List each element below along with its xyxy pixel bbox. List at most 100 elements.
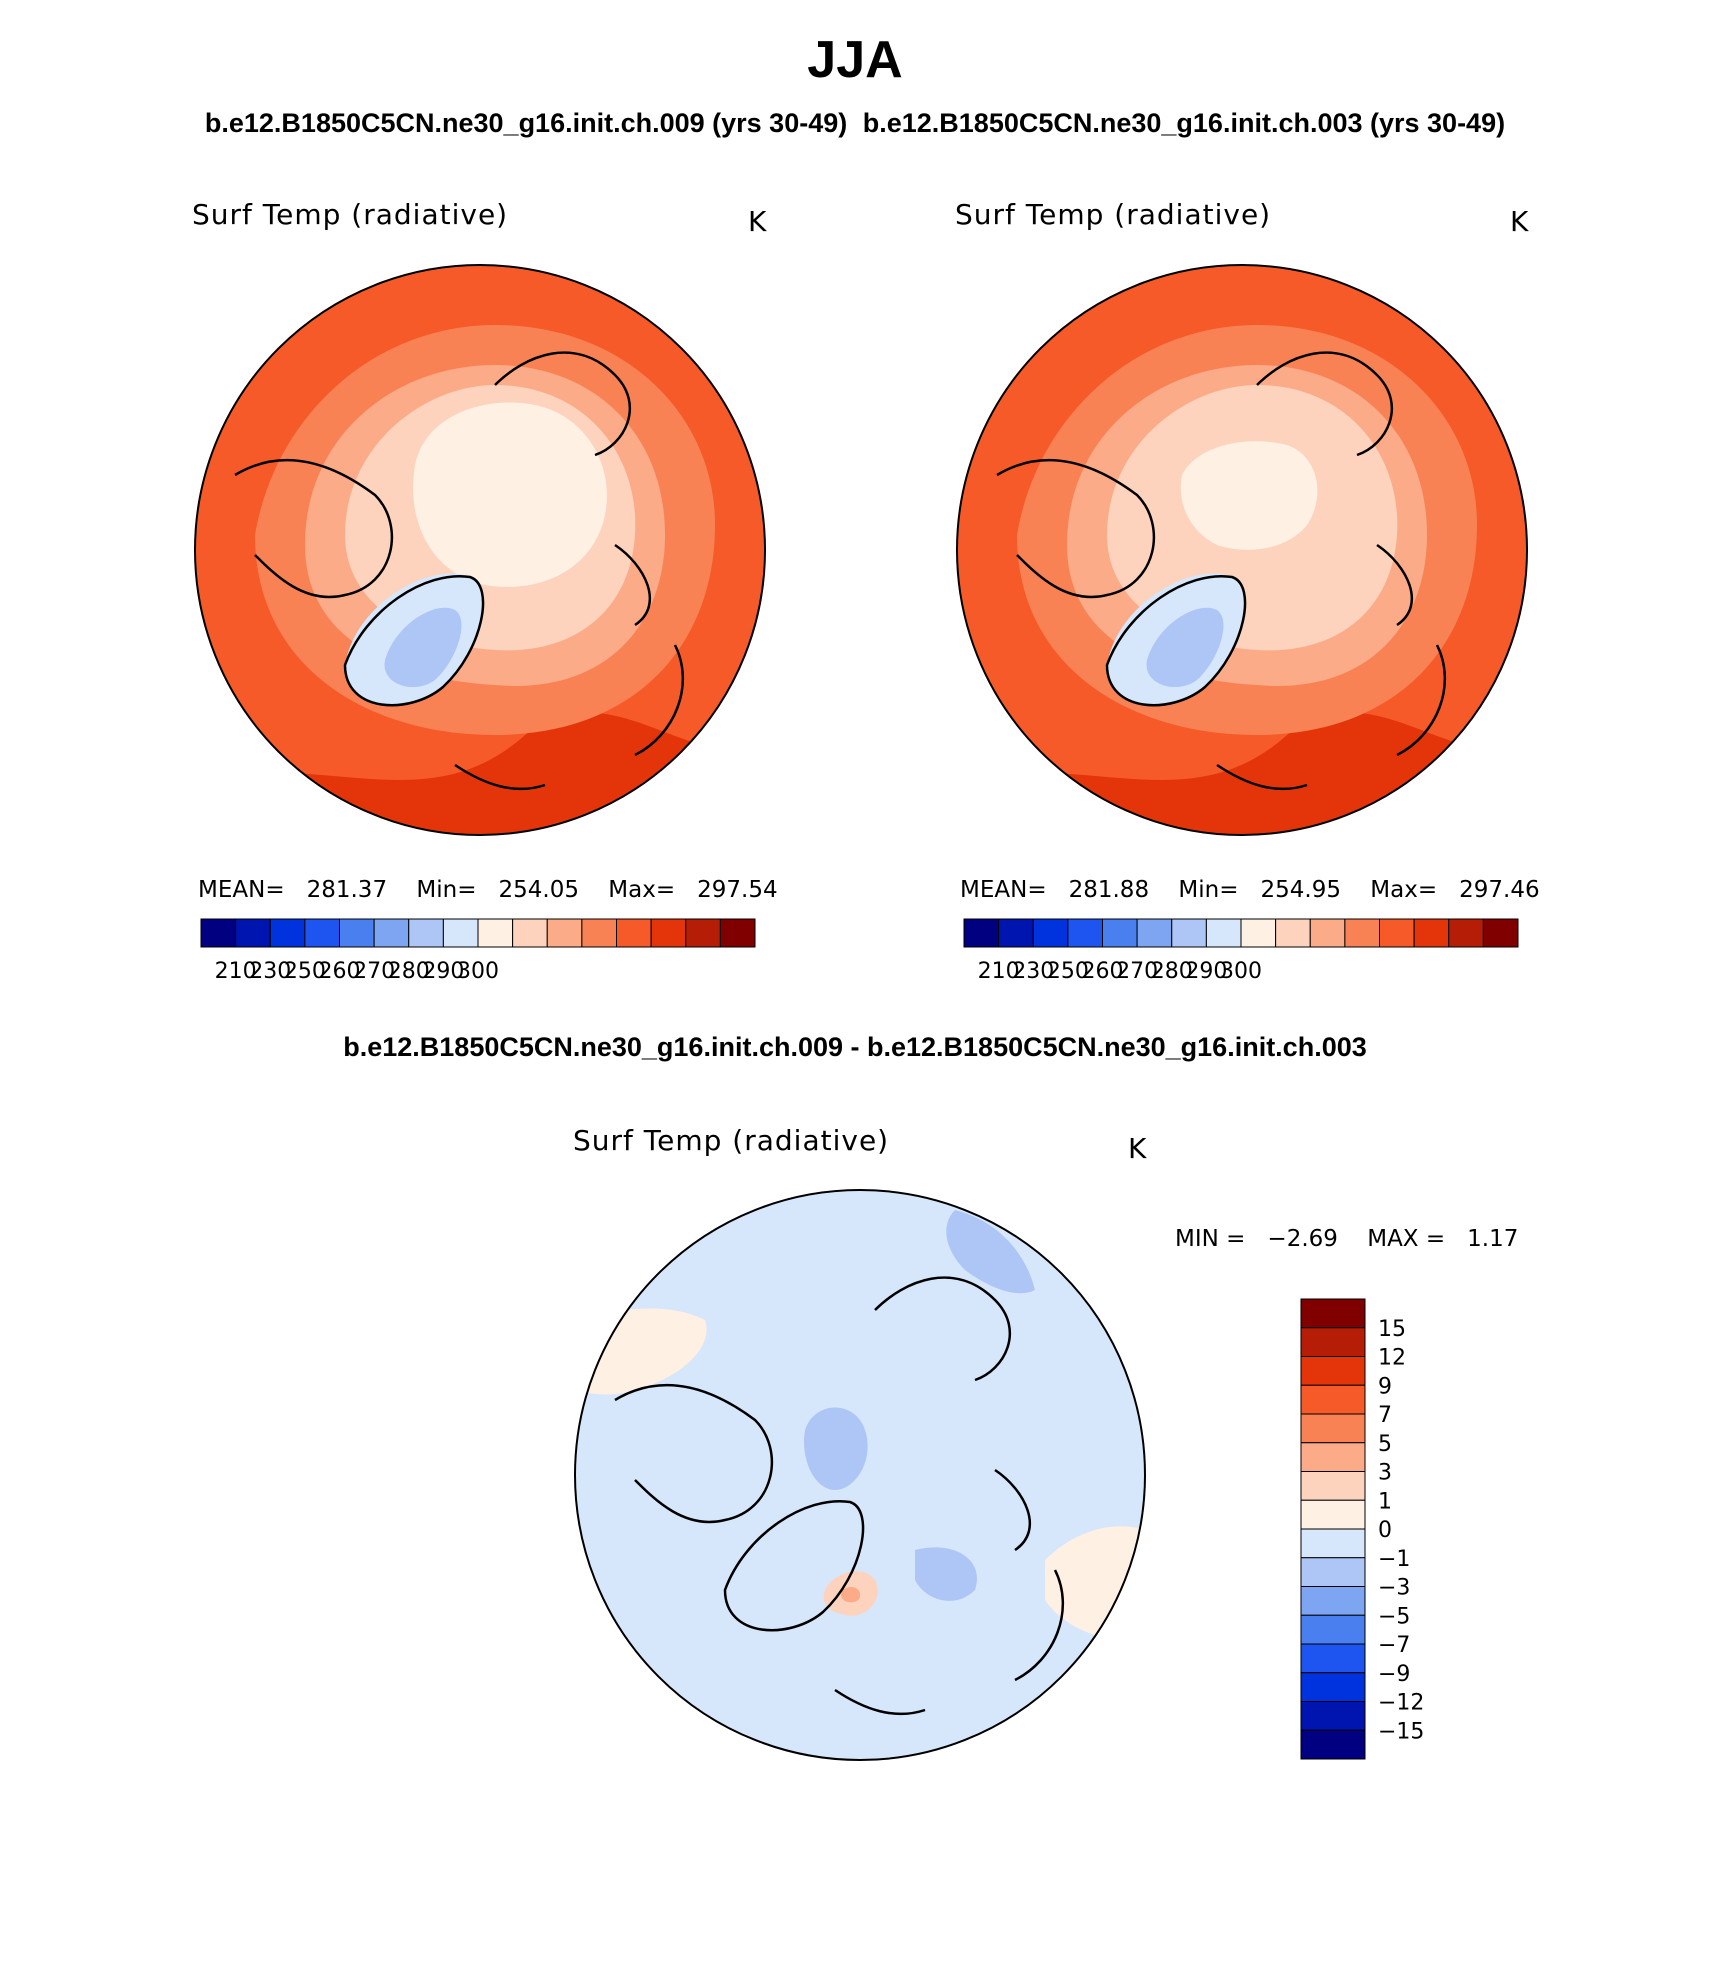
- panel3-units: K: [1128, 1132, 1147, 1165]
- panel3-colorbar-tick-label: −5: [1378, 1604, 1410, 1629]
- panel3-colorbar-tick-label: 7: [1378, 1403, 1392, 1428]
- run-left-title: b.e12.B1850C5CN.ne30_g16.init.ch.009 (yr…: [204, 108, 848, 138]
- panel1-colorbar-swatch-14: [685, 918, 721, 948]
- panel1-colorbar-swatch-0: [200, 918, 237, 948]
- panel1-max: 297.54: [697, 877, 778, 903]
- panel3-colorbar-swatch-6: [1300, 1471, 1366, 1501]
- panel2-colorbar-swatch-1: [998, 918, 1034, 948]
- panel1-colorbar-tick-label: 300: [457, 959, 499, 984]
- panel2-field-greenland-core: [1146, 607, 1224, 688]
- panel2-min-label: Min=: [1178, 877, 1239, 903]
- panel3-colorbar-swatch-5: [1300, 1442, 1366, 1472]
- panel3-field-cool-north: [946, 1210, 1035, 1294]
- panel2-coastlines: [996, 351, 1447, 791]
- panel1-colorbar-swatch-11: [581, 918, 617, 948]
- panel1-colorbar-tick-label: 270: [353, 959, 395, 984]
- panel3-stats: MIN = −2.69 MAX = 1.17: [1175, 1226, 1540, 1252]
- panel1-title: Surf Temp (radiative): [192, 198, 509, 231]
- panel3-max: 1.17: [1467, 1226, 1519, 1252]
- panel1-colorbar-swatch-10: [546, 918, 583, 948]
- panel2-colorbar-swatch-5: [1136, 918, 1173, 948]
- panel2-colorbar-tick-label: 270: [1116, 959, 1158, 984]
- panel2-colorbar-tick-label: 290: [1185, 959, 1227, 984]
- panel3-colorbar-tick-label: 9: [1378, 1374, 1392, 1399]
- panel2-max-label: Max=: [1370, 877, 1438, 903]
- panel1-colorbar-tick-label: 290: [422, 959, 464, 984]
- panel1-colorbar-swatch-1: [235, 918, 271, 948]
- panel3-colorbar-tick-label: −12: [1378, 1691, 1424, 1716]
- panel3-max-label: MAX =: [1367, 1226, 1446, 1252]
- panel1-field-greenland-core: [384, 607, 462, 688]
- panel1-colorbar-swatch-8: [477, 918, 514, 948]
- panel3-field-cool-pole: [804, 1407, 868, 1490]
- panel1-mean-label: MEAN=: [198, 877, 285, 903]
- run-right-title: b.e12.B1850C5CN.ne30_g16.init.ch.003 (yr…: [862, 108, 1506, 138]
- panel2-stats: MEAN= 281.88 Min= 254.95 Max= 297.46: [960, 877, 1562, 903]
- panel3-colorbar-tick-label: 15: [1378, 1317, 1406, 1342]
- panel3-colorbar-tick-label: −7: [1378, 1633, 1410, 1658]
- panel1-colorbar-swatch-2: [269, 918, 306, 948]
- panel1-coastlines: [234, 351, 685, 791]
- panel2-colorbar-swatch-14: [1448, 918, 1484, 948]
- panel1-colorbar-tick-label: 280: [388, 959, 430, 984]
- panel1-colorbar-swatch-6: [408, 918, 444, 948]
- panel3-colorbar-tick-label: −9: [1378, 1662, 1410, 1687]
- page-title: JJA: [807, 31, 903, 89]
- panel3-colorbar-tick-label: 0: [1378, 1518, 1392, 1543]
- panel3-colorbar-swatch-13: [1300, 1672, 1366, 1702]
- panel3-colorbar-tick-label: 5: [1378, 1432, 1392, 1457]
- panel1-colorbar-swatch-13: [650, 918, 687, 948]
- panel2-colorbar-swatch-11: [1344, 918, 1380, 948]
- panel3-colorbar-tick-label: 1: [1378, 1489, 1392, 1514]
- panel3-colorbar-tick-label: −15: [1378, 1719, 1424, 1744]
- panel1-colorbar-tick-label: 250: [284, 959, 326, 984]
- diff-title: b.e12.B1850C5CN.ne30_g16.init.ch.009 - b…: [343, 1032, 1367, 1062]
- panel3-colorbar-swatch-4: [1300, 1413, 1366, 1444]
- panel2-colorbar-tick-label: 280: [1151, 959, 1193, 984]
- panel3-colorbar-swatch-1: [1300, 1327, 1366, 1357]
- panel3-colorbar-swatch-9: [1300, 1557, 1366, 1587]
- panel1-colorbar-tick-label: 260: [319, 959, 361, 984]
- panel3-colorbar-swatch-7: [1300, 1499, 1366, 1530]
- panel2-min: 254.95: [1260, 877, 1341, 903]
- panel2-colorbar-swatch-15: [1482, 918, 1519, 948]
- panel3-map: [574, 1189, 1146, 1761]
- panel2-colorbar-swatch-13: [1413, 918, 1450, 948]
- panel3-colorbar-swatch-0: [1300, 1298, 1366, 1329]
- panel2-colorbar-swatch-7: [1205, 918, 1242, 948]
- panel2-colorbar-tick-label: 300: [1220, 959, 1262, 984]
- panel1-map: [194, 264, 766, 836]
- panel1-colorbar-tick-label: 210: [215, 959, 257, 984]
- panel2-colorbar-swatch-8: [1240, 918, 1277, 948]
- panel3-coastlines: [614, 1276, 1065, 1716]
- panel1-stats: MEAN= 281.37 Min= 254.05 Max= 297.54: [198, 877, 800, 903]
- panel3-field-cool-south: [915, 1547, 977, 1601]
- panel2-colorbar-swatch-4: [1102, 918, 1138, 948]
- panel3-colorbar-swatch-12: [1300, 1643, 1366, 1674]
- run-titles: b.e12.B1850C5CN.ne30_g16.init.ch.009 (yr…: [0, 108, 1710, 139]
- panel3-colorbar-swatch-10: [1300, 1586, 1366, 1616]
- panel1-colorbar-swatch-7: [442, 918, 479, 948]
- panel2-colorbar-swatch-3: [1067, 918, 1103, 948]
- panel3-colorbar-tick-label: −3: [1378, 1576, 1410, 1601]
- panel3-field-base: [575, 1190, 1145, 1760]
- panel3-min: −2.69: [1267, 1226, 1338, 1252]
- panel1-max-label: Max=: [608, 877, 676, 903]
- panel2-field-arctic: [1180, 441, 1318, 550]
- panel1-min: 254.05: [498, 877, 579, 903]
- panel2-colorbar-tick-label: 250: [1047, 959, 1089, 984]
- panel2-title: Surf Temp (radiative): [955, 198, 1272, 231]
- panel2-colorbar-swatch-6: [1171, 918, 1207, 948]
- panel2-colorbar-swatch-9: [1275, 918, 1311, 948]
- panel3-colorbar-swatch-11: [1300, 1614, 1366, 1645]
- panel3-colorbar: 15 12 9 7 5 3 1 0 −1 −3 −5 −7 −9 −12 −15: [1300, 1298, 1424, 1760]
- panel3-field-warm-center-core: [840, 1586, 861, 1603]
- panel2-colorbar-swatch-10: [1309, 918, 1346, 948]
- panel2-map: [956, 264, 1528, 836]
- panel1-mean: 281.37: [306, 877, 388, 903]
- panel3-colorbar-tick-label: 3: [1378, 1461, 1392, 1486]
- panel2-colorbar-swatch-0: [963, 918, 1000, 948]
- panel3-min-label: MIN =: [1175, 1226, 1246, 1252]
- panel3-title: Surf Temp (radiative): [573, 1124, 890, 1157]
- panel3-colorbar-tick-label: −1: [1378, 1547, 1410, 1572]
